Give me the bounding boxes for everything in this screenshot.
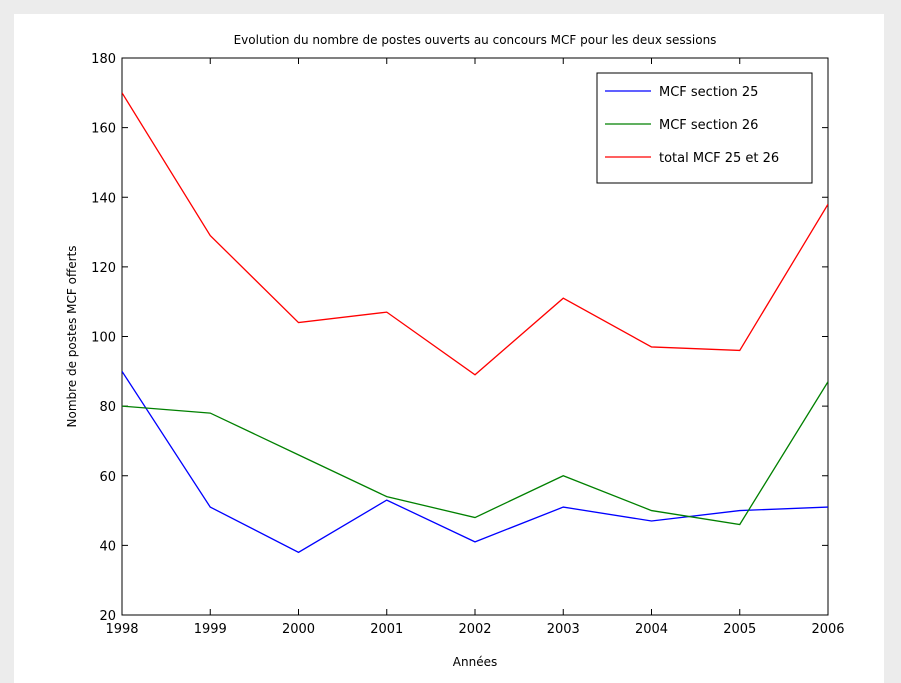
y-tick-label: 40 <box>99 539 116 554</box>
y-tick-label: 120 <box>91 261 116 276</box>
y-tick-label: 20 <box>99 609 116 624</box>
x-tick-label: 2000 <box>282 622 315 637</box>
series-line-2 <box>122 381 828 526</box>
series-line-1 <box>122 370 828 554</box>
y-tick-label: 180 <box>91 52 116 67</box>
x-tick-label: 2004 <box>635 622 668 637</box>
y-axis-title: Nombre de postes MCF offerts <box>65 245 79 427</box>
y-tick-label: 100 <box>91 331 116 346</box>
y-tick-label: 80 <box>99 400 116 415</box>
y-tick-label: 140 <box>91 191 116 206</box>
chart-title: Evolution du nombre de postes ouverts au… <box>234 33 717 47</box>
x-tick-label: 2002 <box>458 622 491 637</box>
x-tick-label: 1999 <box>194 622 227 637</box>
x-tick-label: 2006 <box>811 622 844 637</box>
legend: MCF section 25 MCF section 26 total MCF 25… <box>596 72 813 184</box>
legend-label-3: total MCF 25 et 26 <box>659 151 779 166</box>
y-tick-label: 160 <box>91 122 116 137</box>
legend-label-1: MCF section 25 <box>659 85 758 100</box>
x-tick-label: 2001 <box>370 622 403 637</box>
x-tick-label: 2003 <box>547 622 580 637</box>
series-line-3 <box>122 92 828 376</box>
legend-label-2: MCF section 26 <box>659 118 758 133</box>
x-tick-label: 2005 <box>723 622 756 637</box>
x-tick-label: 1998 <box>105 622 138 637</box>
y-tick-label: 60 <box>99 470 116 485</box>
x-axis-title: Années <box>453 655 497 669</box>
